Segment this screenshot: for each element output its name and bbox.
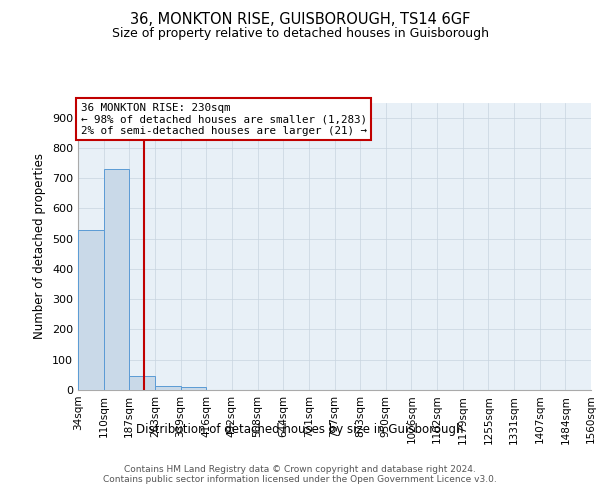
- Bar: [181, 387, 206, 390]
- Text: Contains HM Land Registry data © Crown copyright and database right 2024.
Contai: Contains HM Land Registry data © Crown c…: [103, 465, 497, 484]
- Text: Distribution of detached houses by size in Guisborough: Distribution of detached houses by size …: [136, 422, 464, 436]
- Text: Size of property relative to detached houses in Guisborough: Size of property relative to detached ho…: [112, 28, 488, 40]
- Y-axis label: Number of detached properties: Number of detached properties: [34, 153, 46, 340]
- Bar: [130, 376, 155, 390]
- Text: 36, MONKTON RISE, GUISBOROUGH, TS14 6GF: 36, MONKTON RISE, GUISBOROUGH, TS14 6GF: [130, 12, 470, 28]
- Bar: [104, 169, 130, 390]
- Text: 36 MONKTON RISE: 230sqm
← 98% of detached houses are smaller (1,283)
2% of semi-: 36 MONKTON RISE: 230sqm ← 98% of detache…: [80, 102, 367, 136]
- Bar: [78, 230, 104, 390]
- Bar: [155, 386, 181, 390]
